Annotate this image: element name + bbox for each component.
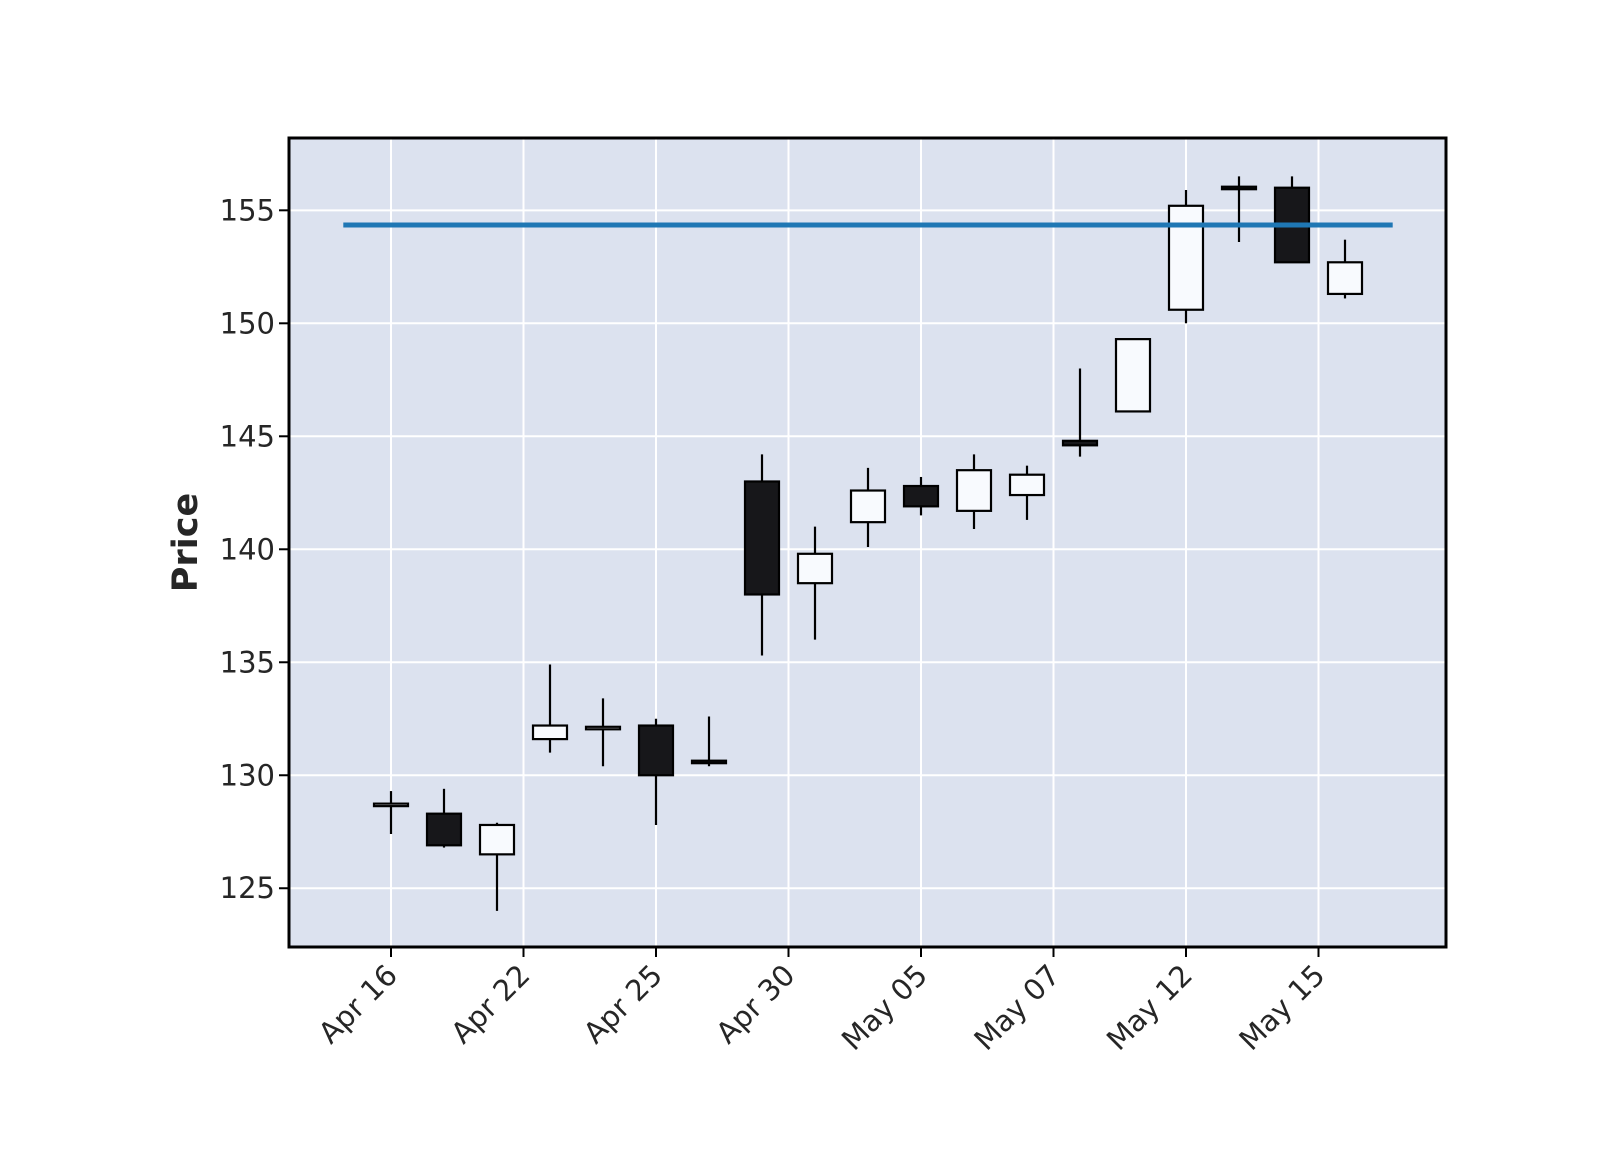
candle-body-up — [1114, 338, 1152, 413]
y-axis-ticks: 125 130 135 140 145 150 155 — [220, 193, 289, 905]
y-tick-label: 125 — [220, 871, 275, 905]
candle — [1061, 368, 1099, 457]
candle — [1008, 465, 1046, 520]
candle-body-down — [1061, 439, 1099, 447]
candle-body-up — [478, 823, 516, 856]
candle — [372, 791, 410, 835]
candle — [425, 788, 463, 848]
x-tick-label: May 05 — [835, 958, 934, 1057]
candle-body-up — [584, 725, 622, 731]
y-tick-label: 140 — [220, 532, 275, 566]
candle — [1220, 176, 1258, 242]
x-tick-label: Apr 30 — [709, 958, 801, 1050]
candle-body-down — [1220, 185, 1258, 191]
candle — [478, 822, 516, 911]
candle — [902, 476, 940, 516]
candle — [849, 467, 887, 548]
candle — [584, 698, 622, 767]
candle — [1326, 239, 1364, 299]
x-tick-label: May 12 — [1100, 958, 1199, 1057]
candle-body-up — [1167, 204, 1205, 311]
candle-body-up — [531, 724, 569, 741]
candle — [1167, 189, 1205, 324]
plot-frame — [287, 136, 1448, 949]
y-tick-label: 145 — [220, 419, 275, 453]
y-tick-label: 155 — [220, 193, 275, 227]
candle-body-down — [425, 812, 463, 847]
candle — [1114, 338, 1152, 413]
candle-body-down — [902, 484, 940, 508]
x-tick-label: Apr 22 — [444, 958, 536, 1050]
x-axis-ticks: Apr 16 Apr 22 Apr 25 Apr 30 May 05 May 07 May … — [312, 947, 1331, 1057]
candle-body-up — [955, 469, 993, 512]
x-tick-label: Apr 25 — [577, 958, 669, 1050]
candle-body-up — [1326, 261, 1364, 296]
x-tick-label: May 15 — [1232, 958, 1331, 1057]
candle — [531, 664, 569, 753]
candle — [690, 716, 728, 767]
y-tick-label: 130 — [220, 758, 275, 792]
candle — [743, 454, 781, 656]
candle-body-up — [372, 802, 410, 808]
grid-lines — [289, 138, 1446, 947]
candle-body-up — [849, 489, 887, 524]
candle — [955, 454, 993, 529]
candle-body-up — [1008, 473, 1046, 497]
y-tick-label: 135 — [220, 645, 275, 679]
candle — [796, 526, 834, 640]
candle-body-up — [796, 552, 834, 585]
y-axis-title: Price — [166, 493, 206, 592]
x-tick-label: Apr 16 — [312, 958, 404, 1050]
candle — [1273, 176, 1311, 264]
candle-body-down — [690, 759, 728, 765]
candle-body-down — [743, 480, 781, 596]
candle-body-down — [637, 724, 675, 777]
x-tick-label: May 07 — [967, 958, 1066, 1057]
y-tick-label: 150 — [220, 306, 275, 340]
candle — [637, 718, 675, 825]
